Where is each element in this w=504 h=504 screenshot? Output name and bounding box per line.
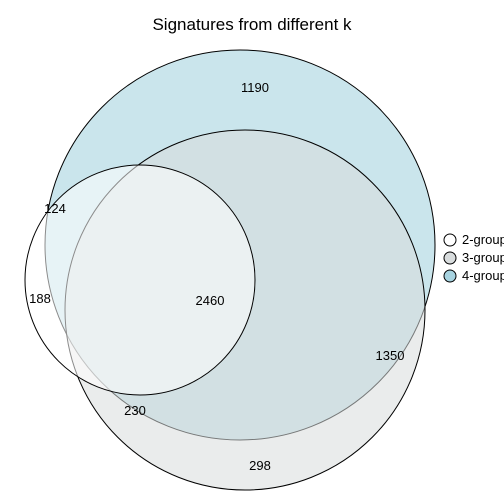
chart-title: Signatures from different k [152, 15, 352, 34]
value-only2: 188 [29, 291, 51, 306]
value-only4: 1190 [241, 80, 269, 95]
value-int24: 124 [44, 201, 66, 216]
value-only3: 298 [249, 458, 271, 473]
value-int23: 230 [124, 403, 146, 418]
venn-circle-g2 [25, 165, 255, 395]
legend-swatch-2 [444, 270, 456, 282]
legend-swatch-1 [444, 252, 456, 264]
value-int34: 1350 [376, 348, 405, 363]
legend-swatch-0 [444, 234, 456, 246]
legend-label-1: 3-group [462, 250, 504, 265]
legend-label-2: 4-group [462, 268, 504, 283]
value-center: 2460 [196, 293, 225, 308]
legend-label-0: 2-group [462, 232, 504, 247]
